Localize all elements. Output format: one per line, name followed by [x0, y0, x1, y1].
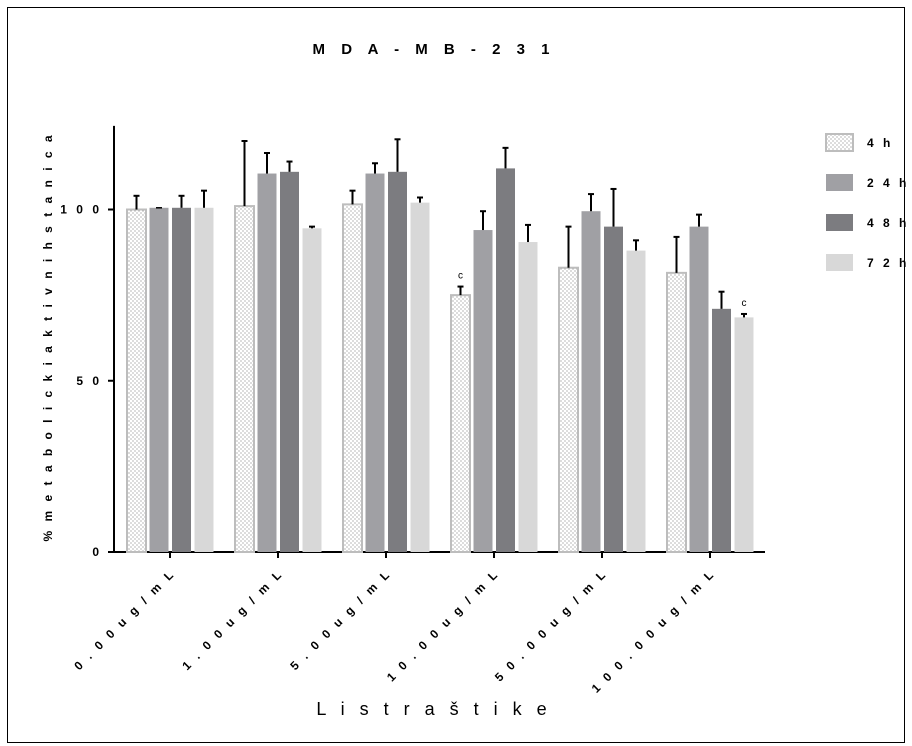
figure-frame	[7, 7, 905, 743]
bar-24h-2	[365, 173, 385, 552]
significance-annotation: c	[458, 271, 463, 282]
x-tick-label: 5 . 0 0 u g / m L	[287, 566, 394, 673]
x-tick-label: 1 0 . 0 0 u g / m L	[384, 566, 502, 684]
x-axis-label: L i s t r a š t i k e	[316, 699, 551, 719]
legend-label: 7 2 h	[867, 256, 909, 270]
y-tick-label: 1 0 0	[60, 203, 102, 217]
bar-48h-4	[604, 226, 623, 552]
bar-24h-4	[581, 211, 601, 552]
legend-swatch	[826, 254, 853, 271]
y-tick-label: 0	[92, 545, 102, 559]
y-tick-label: 5 0	[76, 374, 102, 388]
x-tick-label: 1 . 0 0 u g / m L	[179, 566, 286, 673]
bar-72h-5	[734, 317, 754, 552]
bar-4h-2	[342, 203, 363, 554]
bar-4h-0	[126, 208, 147, 553]
bar-72h-3	[518, 242, 538, 552]
bar-72h-0	[194, 207, 214, 552]
legend: 4 h 2 4 h 4 8 h 7 2 h	[825, 133, 909, 271]
legend-label: 2 4 h	[867, 176, 909, 190]
legend-label: 4 8 h	[867, 216, 909, 230]
x-tick-label: 5 0 . 0 0 u g / m L	[492, 566, 610, 684]
bar-72h-1	[302, 228, 322, 552]
x-tick-label: 0 . 0 0 u g / m L	[71, 566, 178, 673]
bar-24h-0	[149, 207, 169, 552]
legend-swatch	[826, 174, 853, 191]
bar-48h-3	[496, 168, 515, 552]
bar-4h-4	[558, 266, 579, 553]
bar-4h-1	[234, 205, 255, 553]
bar-48h-2	[388, 171, 407, 552]
legend-swatch	[825, 133, 854, 152]
bar-4h-5	[666, 271, 687, 553]
bar-72h-2	[410, 202, 430, 552]
bar-48h-5	[712, 308, 731, 552]
chart-title: M D A - M B - 2 3 1	[313, 41, 556, 58]
bar-48h-1	[280, 171, 299, 552]
bar-24h-3	[473, 230, 493, 553]
bar-4h-3	[450, 294, 471, 553]
legend-label: 4 h	[867, 136, 893, 150]
x-tick-label: 1 0 0 . 0 0 u g / m L	[589, 566, 718, 695]
legend-swatch	[826, 214, 853, 231]
bar-72h-4	[626, 250, 646, 552]
y-axis-label: % m e t a b o l i c k i a k t i v n i h …	[41, 132, 55, 541]
significance-annotation: c	[742, 298, 747, 309]
bar-24h-5	[689, 226, 709, 552]
bar-24h-1	[257, 173, 277, 552]
bar-48h-0	[172, 207, 191, 552]
